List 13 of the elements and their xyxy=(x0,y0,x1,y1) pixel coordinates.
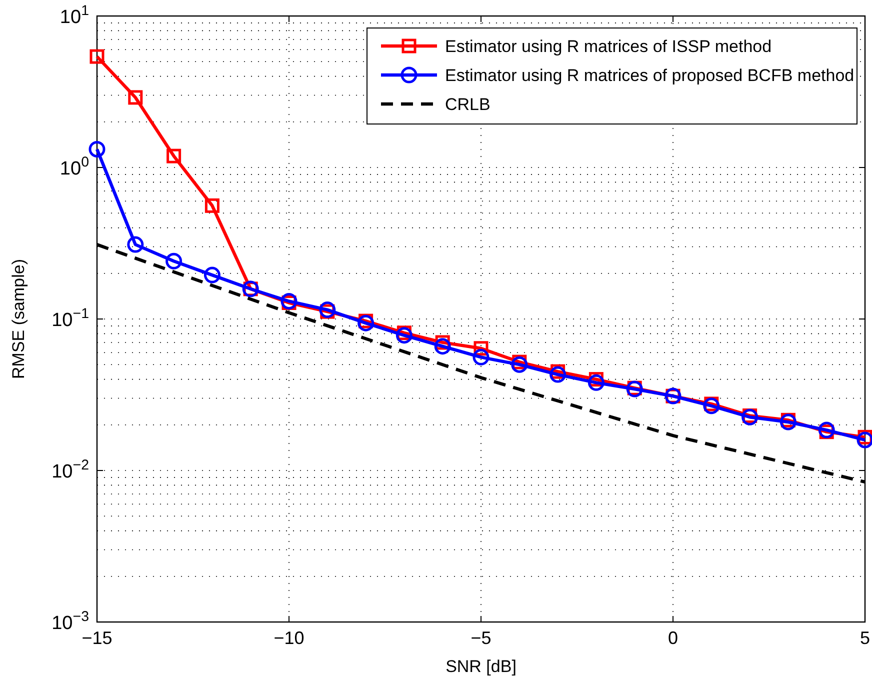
x-tick-label: 5 xyxy=(860,628,870,648)
y-axis-title: RMSE (sample) xyxy=(9,259,28,379)
x-tick-label: −5 xyxy=(470,628,492,648)
x-tick-label: 0 xyxy=(668,628,678,648)
y-tick-label: 10$^{−1}$ xyxy=(52,306,90,331)
legend-label: CRLB xyxy=(445,95,490,114)
legend-label: Estimator using R matrices of proposed BCFB method xyxy=(445,66,854,85)
y-tick-label: 10$^{0}$ xyxy=(60,154,90,180)
legend-label: Estimator using R matrices of ISSP method xyxy=(445,37,772,56)
y-tick-label: 10$^{−2}$ xyxy=(52,458,90,482)
y-tick-label: 10$^{1}$ xyxy=(60,3,90,28)
x-tick-label: −10 xyxy=(274,628,304,648)
x-axis-title: SNR [dB] xyxy=(446,657,516,676)
